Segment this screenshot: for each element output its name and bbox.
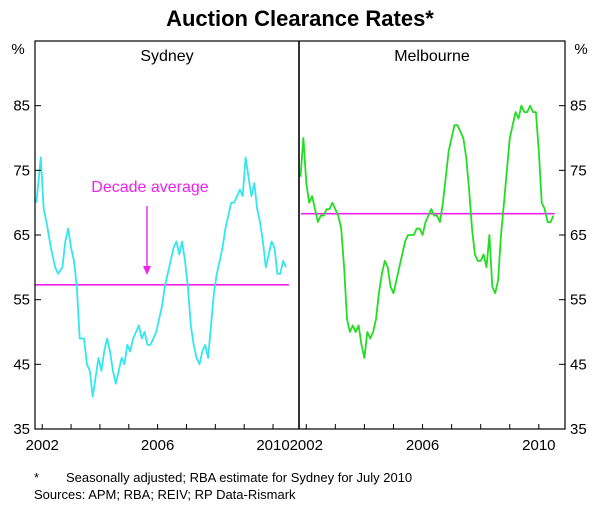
y-tick-label-left: 65 [13, 227, 30, 244]
series-group [35, 104, 555, 398]
x-tick-label: 2010 [522, 437, 555, 454]
y-unit-right: % [574, 41, 587, 58]
y-unit-left: % [11, 41, 24, 58]
footnote-text: Seasonally adjusted; RBA estimate for Sy… [66, 470, 413, 485]
y-tick-label-left: 55 [13, 292, 30, 309]
decade-average-lines [35, 212, 555, 286]
y-tick-label-left: 35 [13, 421, 30, 438]
y-tick-label-right: 75 [570, 162, 587, 179]
panel-title-melbourne: Melbourne [394, 48, 470, 65]
x-tick-label: 2002 [26, 437, 59, 454]
y-tick-label-right: 65 [570, 227, 587, 244]
y-tick-label-right: 55 [570, 292, 587, 309]
series-line-sydney [35, 156, 287, 398]
series-line-melbourne [299, 104, 555, 359]
y-tick-label-left: 85 [13, 98, 30, 115]
x-tick-label: 2006 [141, 437, 174, 454]
sources: Sources: APM; RBA; REIV; RP Data-Rismark [34, 487, 296, 502]
chart-title: Auction Clearance Rates* [166, 6, 434, 31]
y-tick-label-right: 45 [570, 356, 587, 373]
annotation-arrow-head [143, 266, 151, 275]
footnote: * Seasonally adjusted; RBA estimate for S… [34, 470, 412, 485]
plot-frame [34, 40, 566, 430]
axis-ticks [35, 105, 565, 430]
decade-average-annotation: Decade average [91, 179, 209, 196]
x-tick-label: 2002 [290, 437, 323, 454]
y-tick-label-left: 75 [13, 162, 30, 179]
footnote-mark: * [34, 470, 40, 485]
y-tick-label-right: 85 [570, 98, 587, 115]
x-tick-label: 2010 [256, 437, 289, 454]
x-tick-label: 2006 [406, 437, 439, 454]
panel-title-sydney: Sydney [140, 48, 193, 65]
y-tick-label-left: 45 [13, 356, 30, 373]
y-tick-label-right: 35 [570, 421, 587, 438]
